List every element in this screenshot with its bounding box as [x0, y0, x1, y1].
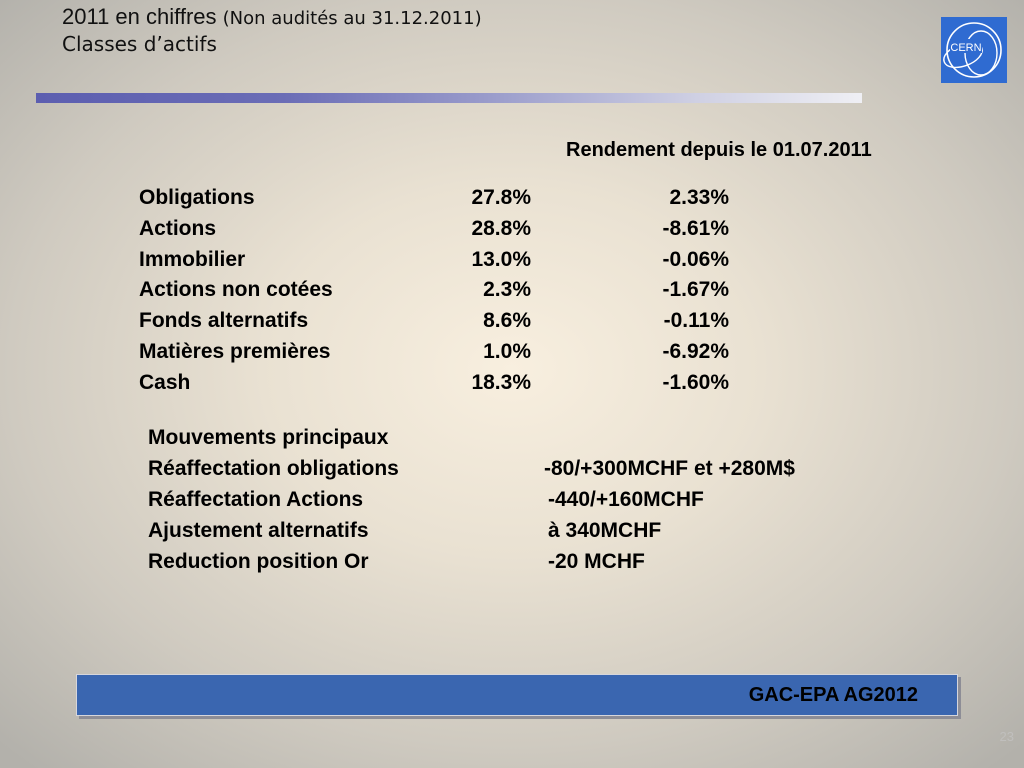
cern-logo: CERN	[941, 17, 1007, 83]
asset-performance: -6.92%	[662, 339, 729, 363]
movement-label: Réaffectation obligations	[148, 457, 399, 480]
asset-table: Obligations 27.8% 2.33% Actions 28.8% -8.61% I…	[139, 186, 759, 402]
asset-name: Fonds alternatifs	[139, 309, 309, 333]
asset-allocation: 13.0%	[471, 247, 531, 271]
movement-row: Réaffectation obligations -80/+300MCHF et…	[148, 457, 868, 488]
movement-row: Reduction position Or -20 MCHF	[148, 550, 868, 581]
asset-row: Immobilier 13.0% -0.06%	[139, 248, 759, 279]
asset-performance: -0.11%	[663, 309, 729, 333]
movement-label: Réaffectation Actions	[148, 488, 364, 511]
movements-section: Mouvements principaux Réaffectation obli…	[148, 426, 868, 581]
title-divider	[36, 93, 862, 103]
asset-allocation: 27.8%	[471, 186, 531, 209]
movement-value: -80/+300MCHF et +280M$	[544, 457, 795, 480]
asset-performance: 2.33%	[669, 186, 729, 209]
title-line: 2011 en chiffres (Non audités au 31.12.2…	[62, 4, 482, 30]
asset-allocation: 2.3%	[483, 278, 531, 302]
asset-row: Actions non cotées 2.3% -1.67%	[139, 278, 759, 309]
cern-logo-icon: CERN	[941, 17, 1007, 83]
asset-name: Cash	[139, 370, 191, 394]
asset-name: Matières premières	[139, 339, 331, 363]
asset-row: Matières premières 1.0% -6.92%	[139, 340, 759, 371]
slide-subtitle: Classes d’actifs	[62, 32, 217, 57]
title-note: (Non audités au 31.12.2011)	[222, 8, 482, 29]
title-main: 2011 en chiffres	[62, 4, 217, 29]
asset-name: Obligations	[139, 186, 255, 209]
page-number: 23	[999, 729, 1014, 744]
asset-name: Actions non cotées	[139, 278, 333, 302]
asset-row: Fonds alternatifs 8.6% -0.11%	[139, 309, 759, 340]
asset-performance: -8.61%	[662, 216, 729, 240]
cern-logo-text: CERN	[950, 42, 981, 54]
movement-value: à 340MCHF	[548, 519, 662, 542]
asset-row: Cash 18.3% -1.60%	[139, 371, 759, 402]
asset-row: Obligations 27.8% 2.33%	[139, 186, 759, 217]
footer-bar: GAC-EPA AG2012	[76, 674, 958, 716]
asset-name: Immobilier	[139, 247, 246, 271]
slide-title: 2011 en chiffres (Non audités au 31.12.2…	[62, 4, 482, 56]
asset-row: Actions 28.8% -8.61%	[139, 217, 759, 248]
asset-allocation: 18.3%	[471, 370, 531, 394]
asset-performance: -1.60%	[662, 370, 729, 394]
asset-allocation: 1.0%	[483, 339, 531, 363]
movements-list: Réaffectation obligations -80/+300MCHF et…	[148, 457, 868, 581]
asset-allocation: 8.6%	[483, 309, 531, 333]
movement-value: -20 MCHF	[548, 550, 645, 573]
movement-row: Ajustement alternatifs à 340MCHF	[148, 519, 868, 550]
movement-label: Ajustement alternatifs	[148, 519, 369, 542]
footer-label: GAC-EPA AG2012	[748, 684, 918, 706]
movement-value: -440/+160MCHF	[548, 488, 704, 511]
asset-performance: -1.67%	[662, 278, 729, 302]
movement-row: Réaffectation Actions -440/+160MCHF	[148, 488, 868, 519]
asset-name: Actions	[139, 216, 217, 240]
asset-allocation: 28.8%	[471, 216, 531, 240]
movements-heading: Mouvements principaux	[148, 426, 389, 449]
performance-header: Rendement depuis le 01.07.2011	[566, 139, 872, 161]
asset-performance: -0.06%	[662, 247, 729, 271]
movement-label: Reduction position Or	[148, 550, 369, 573]
